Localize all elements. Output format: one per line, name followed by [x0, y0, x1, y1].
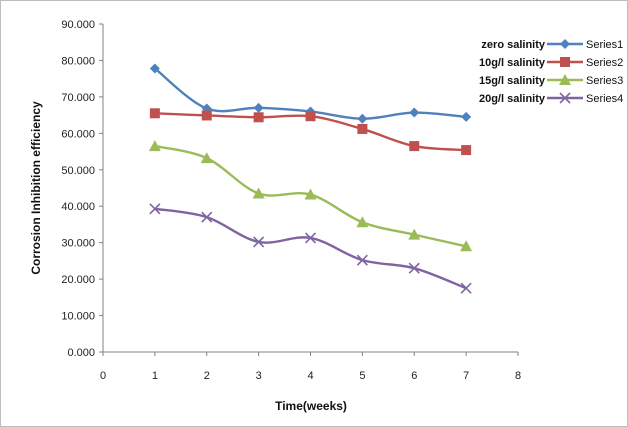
legend-note: 10g/l salinity: [479, 57, 546, 69]
y-tick-label: 20.000: [61, 274, 95, 286]
data-point: [461, 145, 472, 156]
legend-marker: [560, 57, 570, 67]
marker-stroke: [559, 92, 571, 104]
y-tick-label: 70.000: [61, 92, 95, 104]
x-tick-label: 3: [256, 370, 262, 382]
y-tick-label: 60.000: [61, 128, 95, 140]
x-tick-label: 5: [359, 370, 365, 382]
data-point: [253, 236, 265, 248]
data-point: [304, 232, 317, 244]
x-tick-label: 2: [204, 370, 210, 382]
data-point: [201, 110, 212, 121]
x-axis-title: Time(weeks): [275, 399, 347, 413]
data-point: [461, 111, 472, 122]
data-point: [200, 152, 213, 164]
series-4: [149, 203, 472, 294]
data-point: [357, 113, 368, 124]
data-point: [409, 107, 420, 118]
marker-stroke: [149, 203, 161, 215]
series-layer: [148, 63, 473, 294]
series-2: [149, 108, 472, 156]
series-4-line: [154, 207, 467, 290]
legend-note: 15g/l salinity: [479, 75, 546, 87]
x-ticks: 0 1 2 3 4 5 6 7 8: [100, 352, 521, 382]
data-point: [408, 228, 421, 240]
legend-marker: [559, 74, 571, 85]
data-point: [357, 123, 368, 134]
legend-label: Series2: [586, 57, 623, 69]
data-point: [305, 111, 316, 122]
marker-stroke: [460, 282, 472, 294]
legend-label: Series3: [586, 75, 623, 87]
legend: zero salinity Series1 10g/l salinity Series…: [479, 39, 623, 105]
y-tick-label: 50.000: [61, 165, 95, 177]
data-point: [460, 282, 472, 294]
y-axis-title: Corrosion Inhibition efficiency: [29, 101, 43, 275]
data-point: [149, 63, 160, 74]
x-tick-label: 8: [515, 370, 521, 382]
marker-stroke: [356, 254, 368, 266]
x-tick-label: 1: [152, 370, 158, 382]
data-point: [201, 211, 213, 223]
legend-label: Series1: [586, 39, 623, 51]
data-point: [408, 262, 420, 274]
y-tick-label: 0.000: [67, 347, 95, 359]
x-tick-label: 7: [463, 370, 469, 382]
legend-note: zero salinity: [481, 39, 545, 51]
data-point: [253, 112, 264, 123]
data-point: [149, 108, 160, 119]
data-point: [460, 240, 473, 252]
legend-note: 20g/l salinity: [479, 93, 546, 105]
data-point: [253, 102, 264, 113]
y-tick-label: 90.000: [61, 19, 95, 31]
data-point: [409, 141, 420, 152]
marker-stroke: [253, 236, 265, 248]
x-tick-label: 0: [100, 370, 106, 382]
data-point: [356, 254, 368, 266]
marker-stroke: [201, 211, 213, 223]
data-point: [356, 216, 369, 228]
legend-marker: [560, 39, 570, 49]
y-tick-label: 80.000: [61, 55, 95, 67]
data-point: [148, 140, 161, 152]
y-ticks: 0.000 10.000 20.000 30.000 40.000 50.000 60.00…: [61, 19, 103, 359]
data-point: [252, 187, 265, 199]
axes: [102, 24, 518, 353]
y-tick-label: 10.000: [61, 311, 95, 323]
data-point: [149, 203, 161, 215]
legend-label: Series4: [586, 93, 623, 105]
x-tick-label: 6: [411, 370, 417, 382]
marker-stroke: [304, 232, 317, 244]
marker-stroke: [408, 262, 420, 274]
data-point: [304, 188, 317, 200]
y-tick-label: 30.000: [61, 238, 95, 250]
legend-marker: [559, 92, 571, 104]
x-tick-label: 4: [307, 370, 313, 382]
series-3: [148, 140, 473, 252]
y-tick-label: 40.000: [61, 201, 95, 213]
